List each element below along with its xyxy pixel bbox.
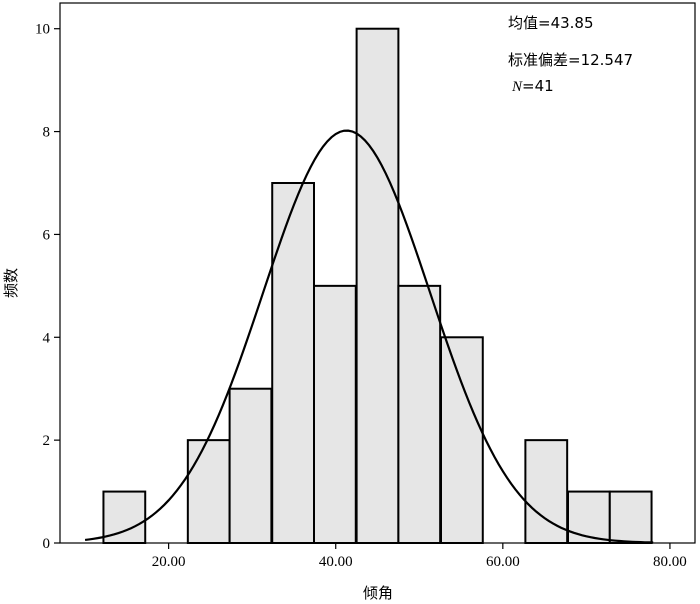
histogram-bar-6 bbox=[355, 27, 400, 544]
histogram-bar-11 bbox=[608, 490, 653, 545]
stat-n-value: =41 bbox=[522, 77, 554, 95]
stats-box: 均值=43.85 标准偏差=12.547 N=41 bbox=[508, 14, 633, 95]
stat-std: 标准偏差=12.547 bbox=[508, 51, 633, 69]
y-axis-ticks: 0 2 4 6 8 10 bbox=[35, 22, 60, 552]
y-tick-label: 2 bbox=[43, 433, 51, 449]
x-axis-ticks: 20.00 40.00 60.00 80.00 bbox=[152, 543, 687, 570]
histogram-bar-4 bbox=[271, 182, 316, 544]
stat-n-symbol: N bbox=[511, 79, 523, 95]
y-tick-label: 6 bbox=[43, 227, 51, 243]
y-tick-label: 4 bbox=[43, 330, 51, 346]
stat-n: N=41 bbox=[511, 77, 554, 95]
histogram-bar-7 bbox=[397, 284, 442, 544]
y-tick-label: 10 bbox=[35, 22, 50, 38]
stat-mean: 均值=43.85 bbox=[508, 14, 594, 32]
histogram-bar-3 bbox=[228, 387, 273, 545]
histogram-bar-10 bbox=[567, 490, 611, 545]
x-tick-label: 40.00 bbox=[319, 554, 353, 570]
x-tick-label: 60.00 bbox=[486, 554, 520, 570]
histogram-bar-2 bbox=[186, 439, 231, 544]
histogram-bar-9 bbox=[524, 439, 569, 544]
histogram-bar-5 bbox=[313, 284, 357, 544]
density-curve bbox=[84, 129, 654, 544]
x-tick-label: 20.00 bbox=[152, 554, 186, 570]
y-tick-label: 8 bbox=[43, 125, 51, 141]
y-tick-label: 0 bbox=[43, 536, 51, 552]
histogram-bar-8 bbox=[440, 336, 484, 544]
x-axis-title: 倾角 bbox=[363, 584, 393, 602]
x-tick-label: 80.00 bbox=[653, 554, 687, 570]
y-axis-title: 频数 bbox=[2, 268, 20, 298]
